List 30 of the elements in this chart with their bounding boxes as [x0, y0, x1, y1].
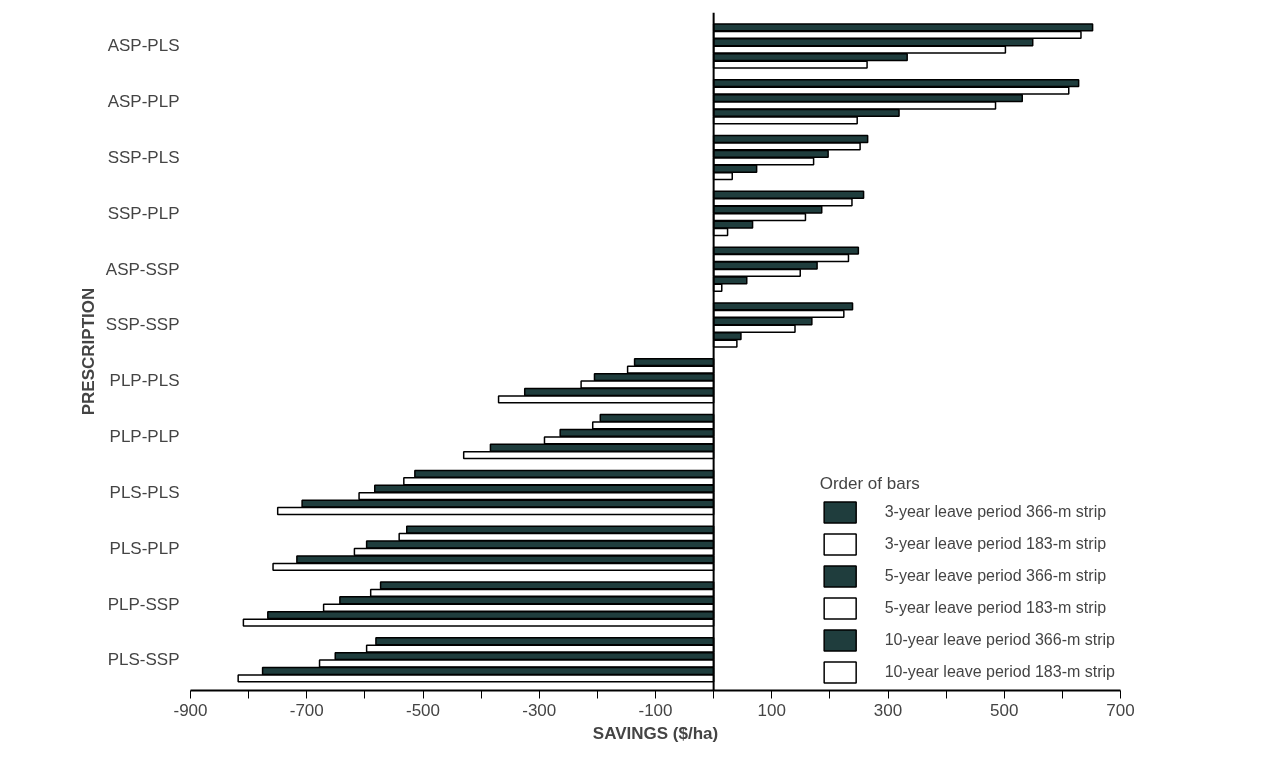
x-tick-label: -500 [405, 700, 441, 720]
y-tick-label: ASP-PLS [107, 36, 180, 56]
x-tick-label: 700 [1106, 700, 1135, 720]
legend-label: 10-year leave period 183-m strip [884, 663, 1115, 681]
y-tick-label: PLS-SSP [107, 650, 180, 670]
legend-label: 5-year leave period 366-m strip [884, 567, 1107, 585]
y-tick-label: ASP-PLP [107, 92, 180, 112]
y-tick-label: PLS-PLS [109, 482, 180, 502]
legend-title: Order of bars [819, 474, 921, 494]
x-tick-label: 100 [757, 700, 786, 720]
legend-label: 3-year leave period 183-m strip [884, 535, 1107, 553]
x-tick-label: -700 [289, 700, 324, 720]
y-tick-label: PLP-SSP [107, 594, 180, 614]
legend-label: 3-year leave period 366-m strip [884, 503, 1107, 521]
x-tick-label: -100 [638, 700, 673, 720]
x-tick-label: 500 [990, 700, 1019, 720]
y-tick-label: PLP-PLP [109, 427, 180, 447]
legend-label: 10-year leave period 366-m strip [884, 631, 1115, 649]
y-tick-label: ASP-SSP [105, 259, 180, 279]
x-axis-title: SAVINGS ($/ha) [592, 723, 719, 743]
y-axis-title: PRESCRIPTION [78, 287, 98, 416]
y-tick-label: PLS-PLP [109, 538, 180, 558]
x-tick-label: -300 [522, 700, 557, 720]
y-tick-label: PLP-PLS [109, 371, 180, 391]
y-tick-label: SSP-SSP [105, 315, 180, 335]
x-tick-label: 300 [873, 700, 903, 720]
legend-label: 5-year leave period 183-m strip [884, 599, 1107, 617]
y-tick-label: SSP-PLS [107, 148, 180, 168]
x-tick-label: -900 [173, 700, 208, 720]
y-tick-label: SSP-PLP [107, 203, 180, 223]
